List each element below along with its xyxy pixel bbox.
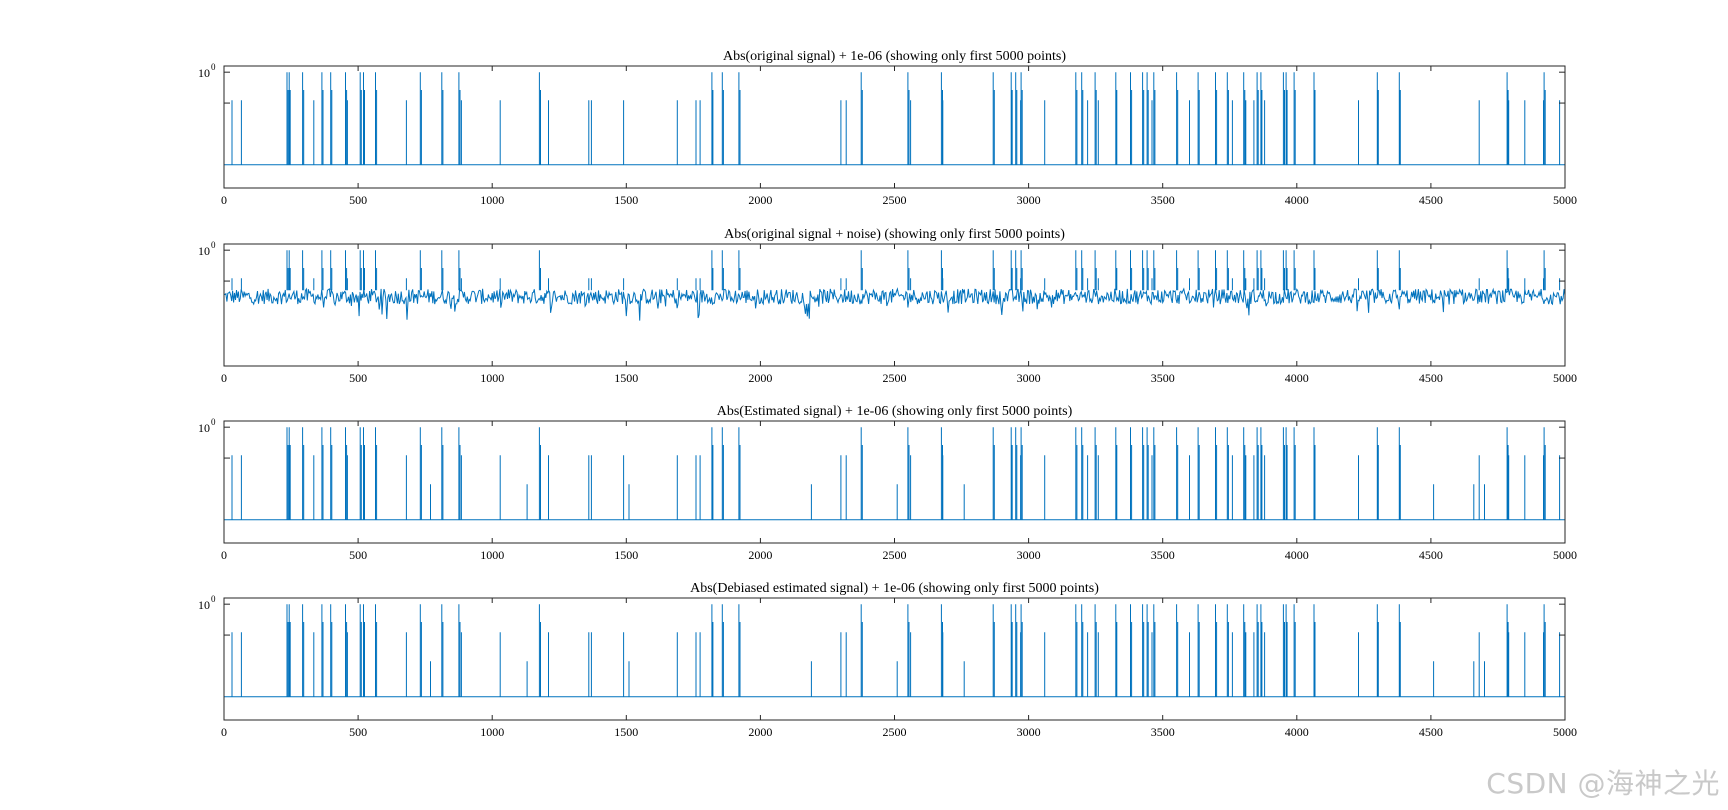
x-tick-label: 4000 xyxy=(1285,725,1309,739)
axes-frame xyxy=(223,243,1566,367)
x-tick-label: 1000 xyxy=(480,548,504,562)
subplot-3: Abs(Estimated signal) + 1e-06 (showing o… xyxy=(198,404,1577,562)
axes-frame xyxy=(223,597,1566,721)
subplot-title: Abs(original signal + noise) (showing on… xyxy=(724,227,1065,242)
x-tick-label: 4000 xyxy=(1285,548,1309,562)
x-tick-label: 1500 xyxy=(614,725,638,739)
x-tick-label: 4000 xyxy=(1285,371,1309,385)
x-tick-label: 4500 xyxy=(1419,725,1443,739)
x-tick-label: 4500 xyxy=(1419,193,1443,207)
x-tick-label: 3000 xyxy=(1017,371,1041,385)
y-tick-label-base: 10 xyxy=(198,66,210,80)
x-tick-label: 3500 xyxy=(1151,548,1175,562)
x-tick-label: 2500 xyxy=(883,548,907,562)
x-tick-label: 2000 xyxy=(748,548,772,562)
y-tick-label-exponent: 0 xyxy=(211,417,216,427)
series-line xyxy=(224,427,1565,521)
x-tick-label: 1000 xyxy=(480,193,504,207)
x-tick-label: 1500 xyxy=(614,548,638,562)
series-line xyxy=(223,250,1566,321)
x-tick-label: 3000 xyxy=(1017,725,1041,739)
x-tick-label: 500 xyxy=(349,548,367,562)
x-tick-label: 2000 xyxy=(748,193,772,207)
subplot-title: Abs(Estimated signal) + 1e-06 (showing o… xyxy=(717,404,1073,419)
x-tick-label: 1500 xyxy=(614,193,638,207)
axes-frame xyxy=(223,420,1566,544)
x-tick-label: 4000 xyxy=(1285,193,1309,207)
series-line xyxy=(224,604,1565,698)
x-tick-label: 0 xyxy=(221,193,227,207)
x-tick-label: 1500 xyxy=(614,371,638,385)
subplot-title: Abs(Debiased estimated signal) + 1e-06 (… xyxy=(690,581,1099,596)
x-tick-label: 3000 xyxy=(1017,193,1041,207)
y-tick-label-exponent: 0 xyxy=(211,594,216,604)
subplot-title: Abs(original signal) + 1e-06 (showing on… xyxy=(723,49,1066,64)
x-tick-label: 4500 xyxy=(1419,371,1443,385)
x-tick-label: 5000 xyxy=(1553,548,1577,562)
y-tick-label-base: 10 xyxy=(198,598,210,612)
subplot-2: Abs(original signal + noise) (showing on… xyxy=(198,227,1577,385)
x-tick-label: 2000 xyxy=(748,371,772,385)
subplots-group: Abs(original signal) + 1e-06 (showing on… xyxy=(198,49,1577,739)
x-tick-label: 500 xyxy=(349,371,367,385)
x-tick-label: 500 xyxy=(349,193,367,207)
subplot-4: Abs(Debiased estimated signal) + 1e-06 (… xyxy=(198,581,1577,739)
x-tick-label: 500 xyxy=(349,725,367,739)
x-tick-label: 4500 xyxy=(1419,548,1443,562)
series-line xyxy=(224,72,1565,166)
y-tick-label-exponent: 0 xyxy=(211,240,216,250)
subplot-1: Abs(original signal) + 1e-06 (showing on… xyxy=(198,49,1577,207)
x-tick-label: 0 xyxy=(221,725,227,739)
x-tick-label: 3500 xyxy=(1151,371,1175,385)
x-tick-label: 3500 xyxy=(1151,725,1175,739)
x-tick-label: 5000 xyxy=(1553,371,1577,385)
x-tick-label: 1000 xyxy=(480,725,504,739)
x-tick-label: 3000 xyxy=(1017,548,1041,562)
axes-frame xyxy=(223,65,1566,189)
x-tick-label: 5000 xyxy=(1553,725,1577,739)
x-tick-label: 0 xyxy=(221,548,227,562)
x-tick-label: 2500 xyxy=(883,725,907,739)
x-tick-label: 0 xyxy=(221,371,227,385)
x-tick-label: 2500 xyxy=(883,193,907,207)
x-tick-label: 3500 xyxy=(1151,193,1175,207)
y-tick-label-exponent: 0 xyxy=(211,62,216,72)
y-tick-label-base: 10 xyxy=(198,244,210,258)
x-tick-label: 2000 xyxy=(748,725,772,739)
x-tick-label: 1000 xyxy=(480,371,504,385)
y-tick-label-base: 10 xyxy=(198,421,210,435)
x-tick-label: 2500 xyxy=(883,371,907,385)
x-tick-label: 5000 xyxy=(1553,193,1577,207)
watermark: CSDN @海神之光 xyxy=(1486,767,1720,800)
